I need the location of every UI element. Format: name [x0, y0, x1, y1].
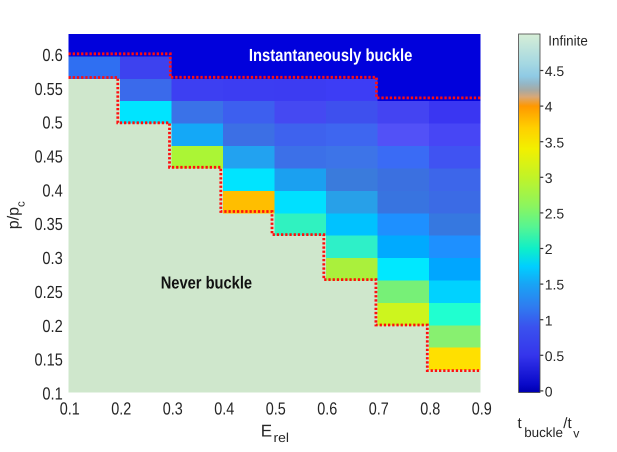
svg-text:0.5: 0.5	[42, 113, 62, 133]
svg-text:0.1: 0.1	[60, 399, 80, 419]
svg-text:0.6: 0.6	[42, 45, 62, 65]
svg-text:0.25: 0.25	[35, 282, 63, 302]
svg-text:0.5: 0.5	[266, 399, 286, 419]
svg-text:1: 1	[545, 312, 553, 328]
svg-text:0.2: 0.2	[111, 399, 131, 419]
svg-text:0.45: 0.45	[35, 147, 63, 167]
svg-text:0.4: 0.4	[214, 399, 234, 419]
svg-text:0.8: 0.8	[420, 399, 440, 419]
svg-text:0.5: 0.5	[545, 348, 565, 364]
svg-text:Never buckle: Never buckle	[161, 272, 253, 292]
svg-text:2.5: 2.5	[545, 206, 565, 222]
svg-text:p/pc: p/pc	[5, 201, 27, 229]
svg-text:4.5: 4.5	[545, 63, 565, 79]
svg-text:Instantaneously buckle: Instantaneously buckle	[249, 45, 413, 65]
svg-text:2: 2	[545, 241, 553, 257]
svg-text:0.1: 0.1	[42, 384, 62, 404]
svg-text:0: 0	[545, 384, 553, 400]
svg-text:0.4: 0.4	[42, 180, 63, 200]
svg-text:4: 4	[545, 99, 553, 115]
svg-text:buckle: buckle	[524, 425, 563, 440]
svg-text:0.7: 0.7	[369, 399, 389, 419]
svg-text:1.5: 1.5	[545, 277, 565, 293]
svg-text:0.6: 0.6	[317, 399, 337, 419]
svg-text:t: t	[518, 415, 523, 432]
svg-text:0.3: 0.3	[42, 248, 62, 268]
svg-text:0.15: 0.15	[35, 350, 63, 370]
svg-text:0.9: 0.9	[472, 399, 492, 419]
svg-text:0.35: 0.35	[35, 214, 63, 234]
svg-text:Infinite: Infinite	[548, 33, 588, 49]
svg-text:0.3: 0.3	[163, 399, 183, 419]
svg-text:E: E	[261, 422, 272, 441]
svg-text:3: 3	[545, 170, 553, 186]
svg-text:rel: rel	[274, 430, 290, 445]
svg-text:0.2: 0.2	[42, 316, 62, 336]
svg-text:v: v	[573, 427, 580, 441]
svg-text:0.55: 0.55	[35, 79, 63, 99]
svg-text:/t: /t	[563, 415, 572, 432]
svg-text:3.5: 3.5	[545, 134, 565, 150]
